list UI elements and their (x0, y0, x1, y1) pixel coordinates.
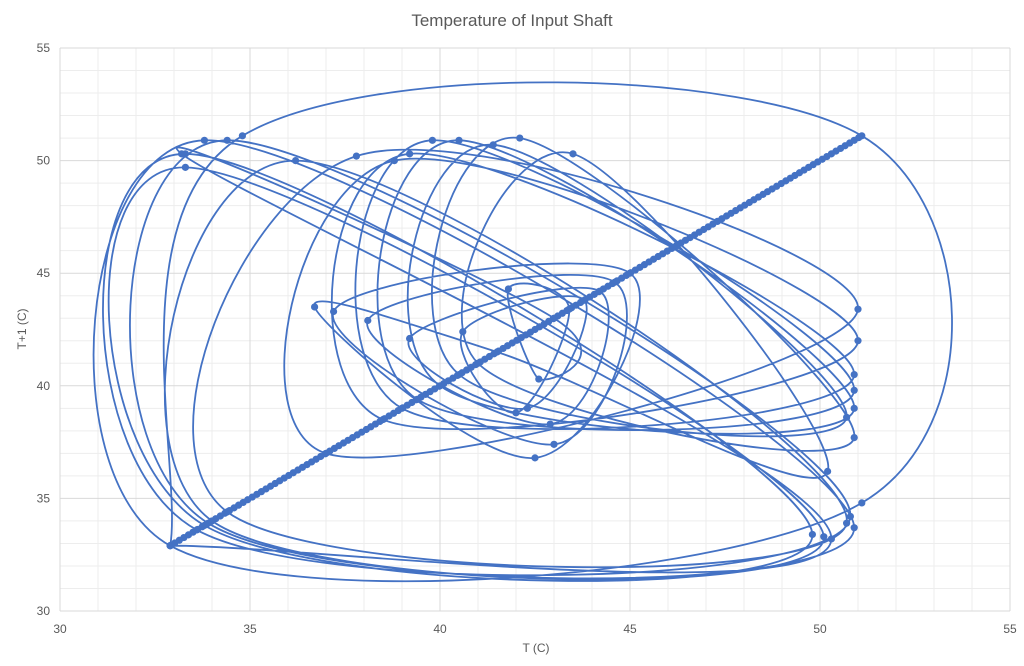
data-point (512, 409, 520, 417)
data-point (311, 303, 319, 311)
data-point (808, 530, 817, 539)
y-tick-label: 30 (37, 604, 51, 618)
data-point (406, 150, 414, 158)
data-point (178, 150, 186, 158)
data-point (238, 132, 246, 140)
data-point (843, 519, 851, 527)
data-point (850, 524, 858, 532)
data-point (223, 136, 231, 144)
x-tick-label: 55 (1003, 622, 1017, 636)
data-point (390, 157, 398, 165)
data-point (352, 152, 360, 160)
y-tick-label: 40 (37, 379, 51, 393)
data-point (854, 305, 862, 313)
y-tick-label: 35 (37, 491, 51, 505)
data-point (455, 136, 463, 144)
data-point (858, 499, 866, 507)
series-line (92, 81, 953, 583)
data-point (406, 334, 414, 343)
data-point (846, 512, 855, 521)
x-tick-label: 45 (623, 622, 637, 636)
data-point (827, 535, 836, 543)
data-point (569, 150, 577, 158)
data-point (200, 136, 208, 144)
y-tick-label: 55 (37, 41, 51, 55)
grid (59, 47, 1011, 612)
data-point (546, 420, 554, 428)
data-point (181, 163, 189, 171)
data-point (824, 467, 832, 475)
data-point (364, 316, 372, 325)
x-tick-label: 30 (53, 622, 67, 636)
data-point (504, 285, 512, 293)
data-point (516, 134, 524, 142)
x-tick-label: 40 (433, 622, 447, 636)
series-layer (92, 81, 953, 583)
y-axis-label: T+1 (C) (15, 308, 29, 349)
data-point (854, 337, 862, 345)
data-point (850, 433, 858, 442)
data-point (531, 454, 539, 462)
data-point (489, 141, 497, 149)
data-point (850, 386, 858, 394)
data-point (550, 440, 558, 448)
x-axis-label: T (C) (522, 641, 549, 655)
data-point (292, 157, 300, 165)
data-point (330, 307, 338, 316)
data-point (459, 328, 467, 336)
data-point (850, 404, 858, 412)
data-point (820, 533, 828, 541)
x-tick-label: 35 (243, 622, 257, 636)
x-tick-label: 50 (813, 622, 827, 636)
data-point (428, 136, 436, 144)
axes: 30 35 40 45 50 55 30 35 40 45 50 55 (37, 41, 1017, 636)
data-point (523, 404, 532, 412)
chart-title: Temperature of Input Shaft (411, 11, 613, 30)
data-point (850, 370, 858, 379)
y-tick-label: 50 (37, 154, 51, 168)
data-point (535, 375, 543, 383)
data-point (855, 134, 863, 142)
y-tick-label: 45 (37, 266, 51, 280)
data-point (843, 413, 851, 421)
